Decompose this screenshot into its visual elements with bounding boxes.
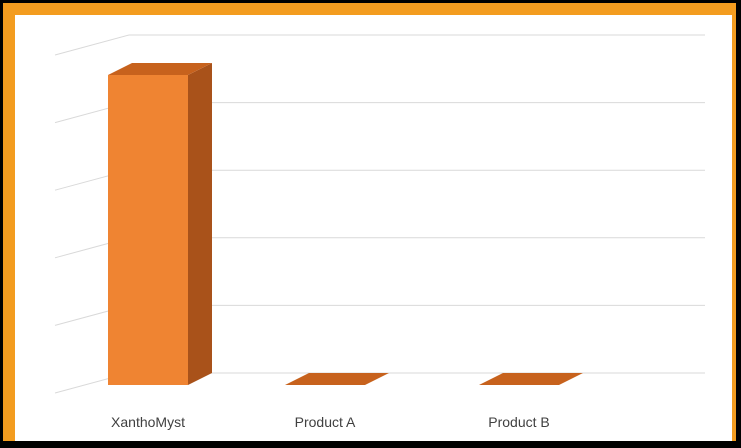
- x-tick-label: Product B: [488, 414, 549, 430]
- x-tick-label: Product A: [295, 414, 356, 430]
- x-tick-label: XanthoMyst: [111, 414, 185, 430]
- bar-top: [108, 63, 212, 75]
- bar: [108, 75, 188, 385]
- chart-frame: XanthoMyst Product A Product B: [3, 3, 736, 441]
- bar-zero-slab: [479, 373, 583, 385]
- plot-area: XanthoMyst Product A Product B: [15, 15, 732, 441]
- bar-zero-slab: [285, 373, 389, 385]
- gridline-side: [54, 34, 130, 56]
- bar-side: [188, 63, 212, 385]
- bar-chart: XanthoMyst Product A Product B: [54, 34, 705, 430]
